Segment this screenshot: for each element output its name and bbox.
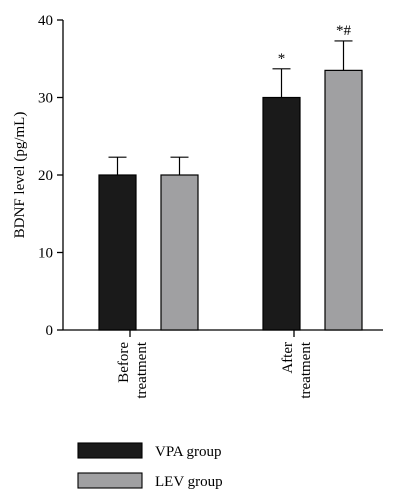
bars	[98, 40, 363, 331]
x-category-line1: Before	[116, 342, 132, 383]
legend-swatch	[77, 472, 143, 489]
y-tick-label: 40	[38, 13, 53, 29]
x-category-label: Before treatment	[116, 341, 150, 398]
y-tick-label: 10	[38, 246, 53, 262]
bar-lev-group	[324, 69, 363, 331]
x-category-label: After treatment	[280, 341, 314, 398]
bar-lev-group	[160, 174, 199, 331]
axes: 0 10 20 30 40 BDNF level (pg/mL)	[12, 13, 383, 339]
bar-vpa-group	[98, 174, 137, 331]
x-category-line2: treatment	[134, 341, 150, 398]
legend-label: LEV group	[155, 474, 223, 490]
legend: VPA group LEV group	[77, 442, 223, 490]
y-tick-label: 30	[38, 91, 53, 107]
significance-marker: *#	[336, 23, 352, 39]
x-category-line2: treatment	[298, 341, 314, 398]
y-tick-label: 0	[46, 323, 54, 339]
y-axis-label: BDNF level (pg/mL)	[12, 112, 28, 239]
bar-vpa-group	[262, 96, 301, 331]
x-category-line1: After	[280, 342, 296, 374]
legend-swatch	[77, 442, 143, 459]
y-tick-label: 20	[38, 168, 53, 184]
labels: **#Before treatment After treatment	[116, 23, 352, 399]
legend-label: VPA group	[155, 444, 222, 460]
significance-marker: *	[278, 51, 286, 67]
